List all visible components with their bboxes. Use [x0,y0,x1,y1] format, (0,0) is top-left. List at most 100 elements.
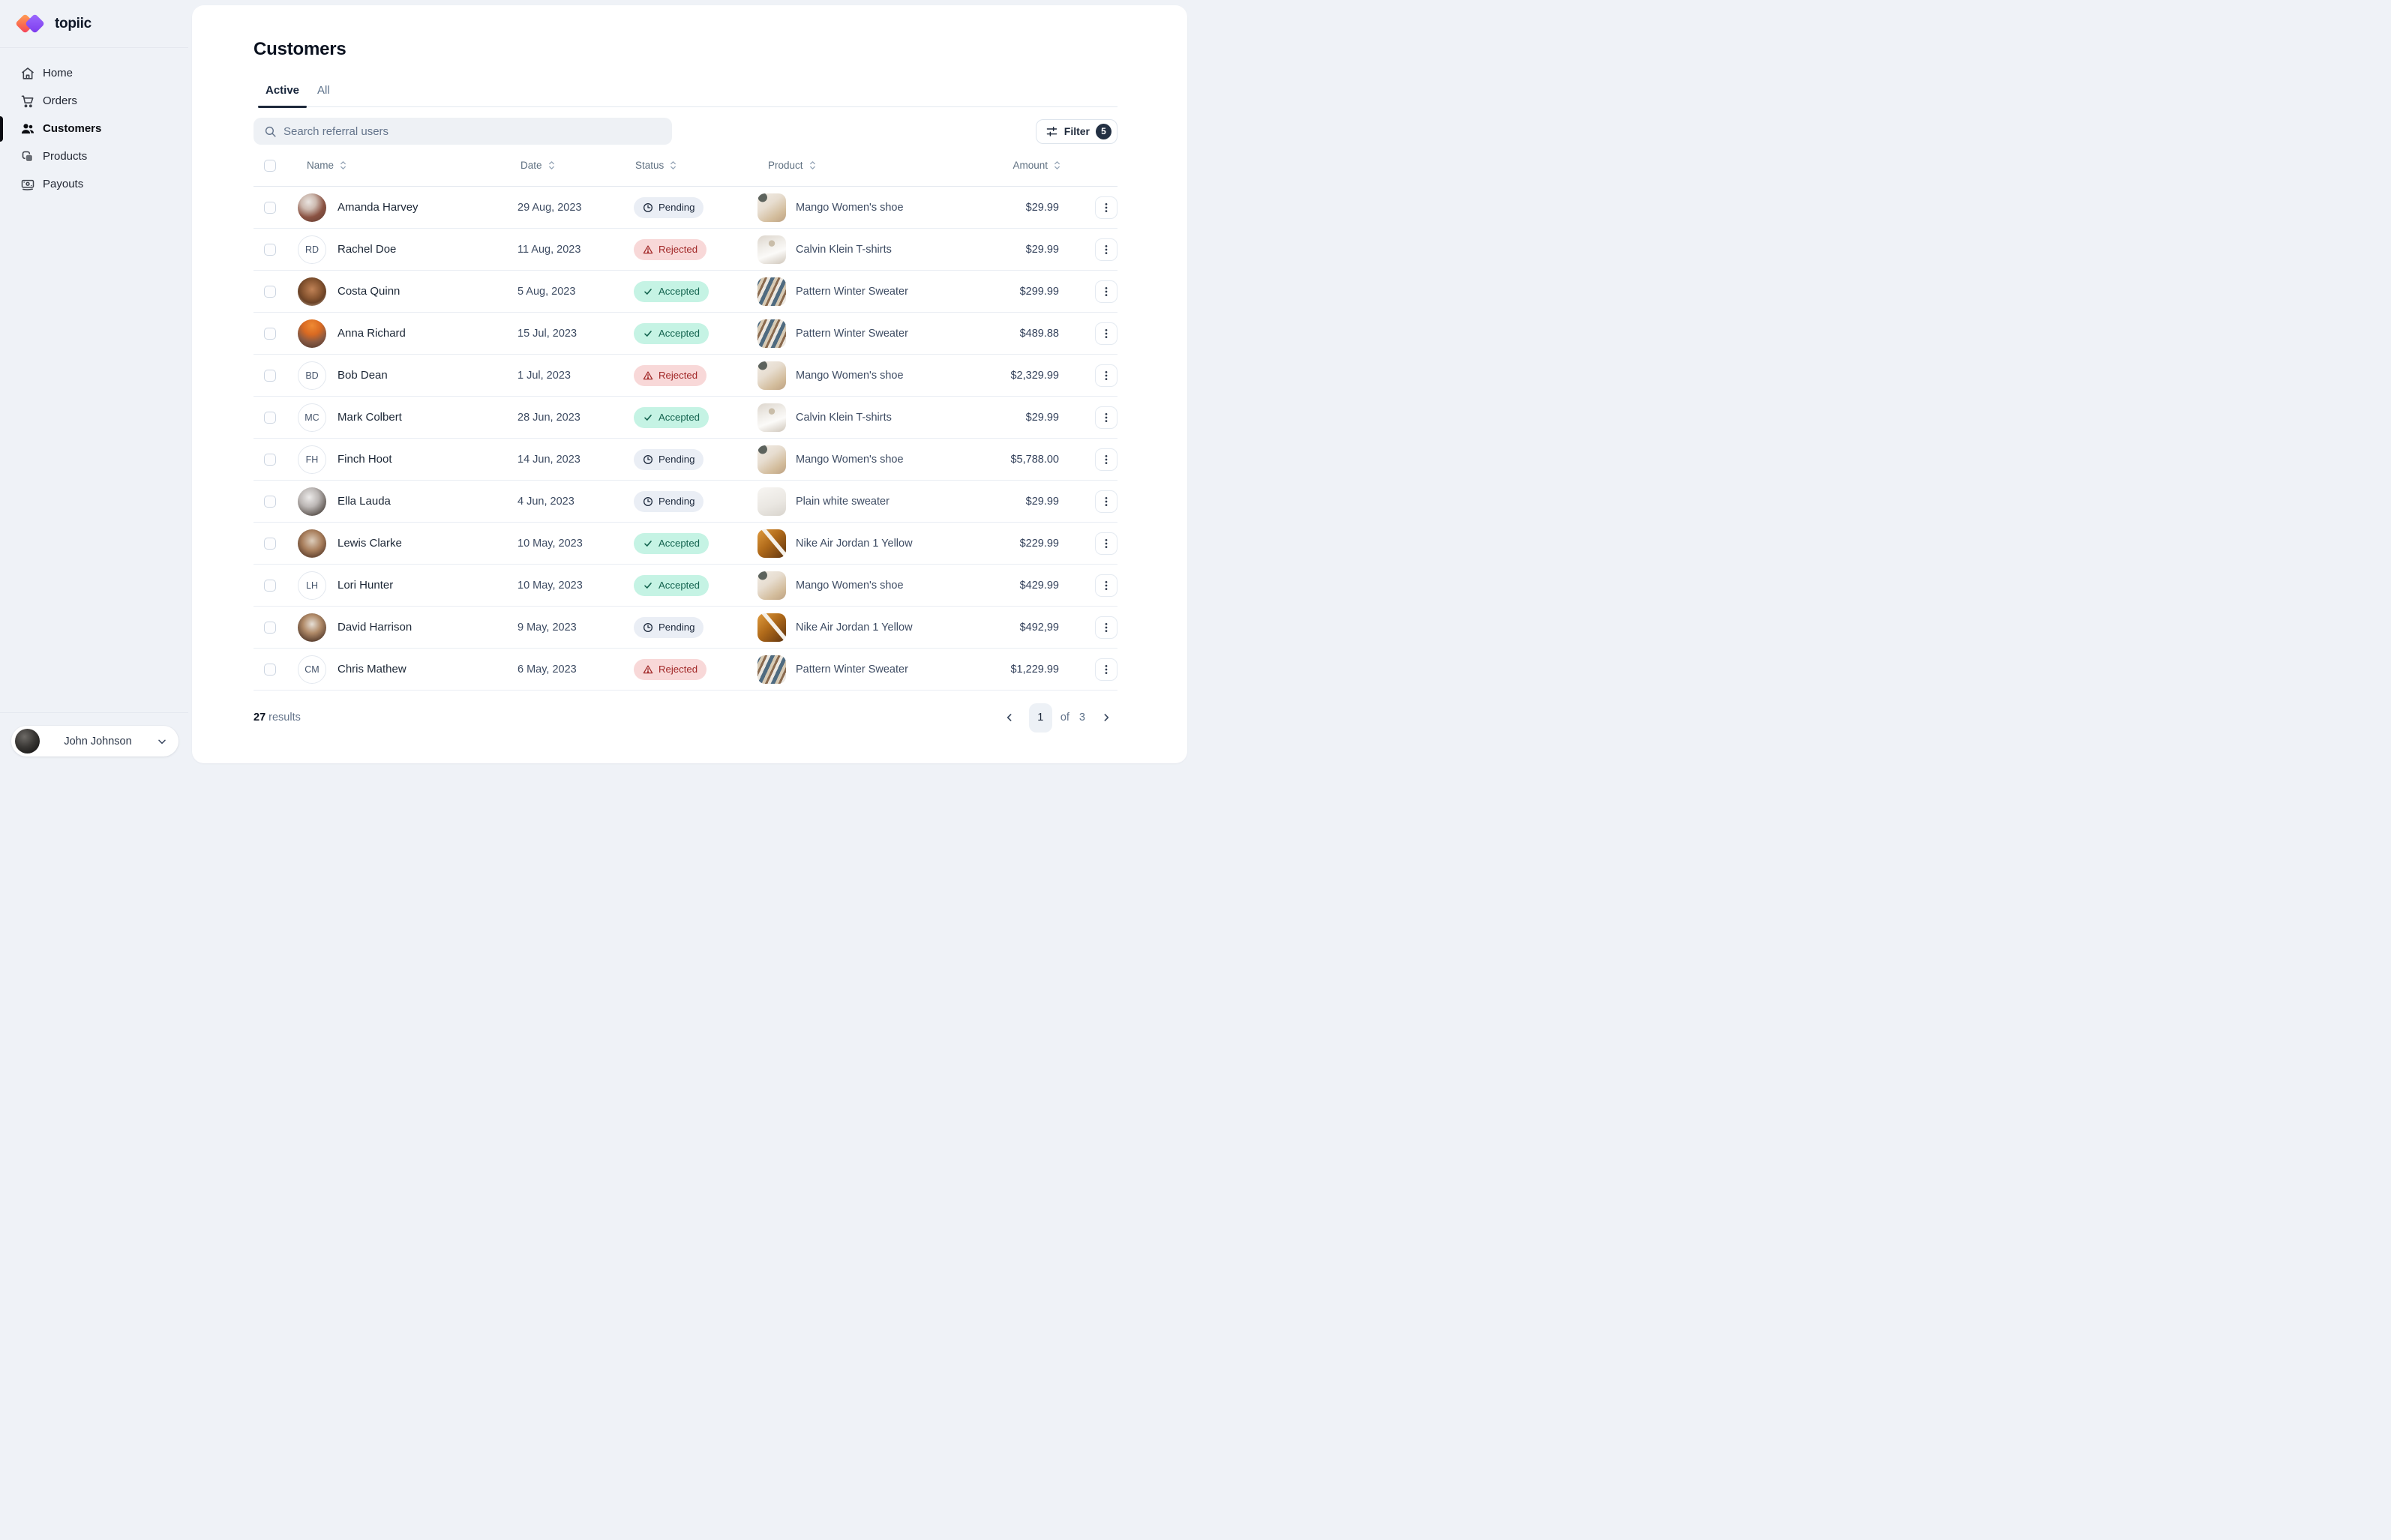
avatar-initials: CM [298,655,326,684]
sidebar-item-label: Customers [43,122,102,135]
row-actions-button[interactable] [1095,532,1118,555]
row-checkbox[interactable] [264,369,276,382]
chevron-left-icon [1006,714,1012,721]
table-row: RD Rachel Doe 11 Aug, 2023 Rejected Calv… [254,229,1118,271]
customer-name: Bob Dean [338,369,388,382]
kebab-menu-icon [1105,202,1108,212]
product-name: Pattern Winter Sweater [796,327,908,340]
brand-logo-icon [15,11,47,37]
table-row: MC Mark Colbert 28 Jun, 2023 Accepted Ca… [254,397,1118,439]
referral-date: 10 May, 2023 [518,537,583,550]
tab-all[interactable]: All [317,84,330,97]
column-label: Product [768,160,803,171]
kebab-menu-icon [1105,664,1108,674]
referral-date: 9 May, 2023 [518,621,577,634]
referral-date: 11 Aug, 2023 [518,243,581,256]
sidebar-item-products[interactable]: Products [0,142,188,170]
row-checkbox[interactable] [264,579,276,592]
sidebar-item-payouts[interactable]: Payouts [0,170,188,198]
main-area: Customers Active All Filter 5 Name [188,0,1196,770]
pagination-of-label: of [1060,712,1070,724]
customer-name: Lewis Clarke [338,537,402,550]
next-page-button[interactable] [1095,706,1118,729]
amount: $489.88 [1019,327,1059,340]
total-pages[interactable]: 3 [1078,712,1085,724]
row-actions-button[interactable] [1095,490,1118,513]
row-actions-button[interactable] [1095,406,1118,429]
row-actions-button[interactable] [1095,238,1118,261]
column-header-status[interactable]: Status [628,160,756,171]
status-badge: Accepted [634,322,709,344]
sidebar-nav: Home Orders Customers Products Payouts [0,48,188,198]
product-name: Pattern Winter Sweater [796,285,908,298]
row-checkbox[interactable] [264,243,276,256]
referral-date: 15 Jul, 2023 [518,327,578,340]
customer-name: Finch Hoot [338,453,392,466]
orders-icon [20,94,35,109]
filter-button[interactable]: Filter 5 [1035,118,1118,144]
product-name: Nike Air Jordan 1 Yellow [796,621,913,634]
row-checkbox[interactable] [264,285,276,298]
column-header-date[interactable]: Date [508,160,628,171]
referral-date: 10 May, 2023 [518,579,583,592]
toolbar: Filter 5 [254,118,1118,145]
accepted-icon [643,580,653,591]
row-actions-button[interactable] [1095,574,1118,597]
amount: $2,329.99 [1010,369,1059,382]
current-page[interactable]: 1 [1028,703,1052,733]
amount: $29.99 [1025,411,1059,424]
row-checkbox[interactable] [264,495,276,508]
previous-page-button[interactable] [998,706,1021,729]
avatar-photo [298,487,326,516]
sidebar-item-home[interactable]: Home [0,59,188,87]
user-menu-button[interactable]: John Johnson [11,726,178,757]
tab-active[interactable]: Active [258,84,308,108]
avatar-initials: LH [298,571,326,600]
row-checkbox[interactable] [264,201,276,214]
kebab-menu-icon [1105,412,1108,422]
row-actions-button[interactable] [1095,280,1118,303]
customer-name: Amanda Harvey [338,201,418,214]
row-checkbox[interactable] [264,327,276,340]
row-actions-button[interactable] [1095,364,1118,387]
payouts-icon [20,177,35,192]
row-checkbox[interactable] [264,411,276,424]
select-all-checkbox[interactable] [264,159,276,172]
status-badge: Pending [634,490,704,512]
column-header-amount[interactable]: Amount [1004,160,1062,171]
referral-date: 28 Jun, 2023 [518,411,580,424]
row-actions-button[interactable] [1095,322,1118,345]
row-actions-button[interactable] [1095,658,1118,681]
product-thumbnail [758,445,786,474]
row-checkbox[interactable] [264,663,276,676]
sidebar-item-customers[interactable]: Customers [0,115,188,142]
avatar-initials: BD [298,361,326,390]
kebab-menu-icon [1105,622,1108,632]
user-avatar [15,729,40,754]
row-actions-button[interactable] [1095,448,1118,471]
column-header-name[interactable]: Name [286,160,508,171]
results-summary: 27 results [254,712,301,724]
kebab-menu-icon [1105,370,1108,380]
product-thumbnail [758,571,786,600]
amount: $29.99 [1025,243,1059,256]
search-input[interactable] [284,124,663,138]
avatar-initials: RD [298,235,326,264]
row-checkbox[interactable] [264,453,276,466]
rejected-icon [643,244,653,255]
pending-icon [643,622,653,633]
search-box[interactable] [254,118,672,145]
row-checkbox[interactable] [264,537,276,550]
avatar-initials: MC [298,403,326,432]
row-checkbox[interactable] [264,621,276,634]
column-header-product[interactable]: Product [756,160,1004,171]
amount: $429.99 [1019,579,1059,592]
chevron-right-icon [1104,714,1109,721]
row-actions-button[interactable] [1095,196,1118,219]
sidebar-item-label: Home [43,67,74,79]
pending-icon [643,454,653,465]
sidebar-item-orders[interactable]: Orders [0,87,188,115]
pagination: 1 of 3 [998,703,1118,733]
customer-name: Rachel Doe [338,243,397,256]
row-actions-button[interactable] [1095,616,1118,639]
